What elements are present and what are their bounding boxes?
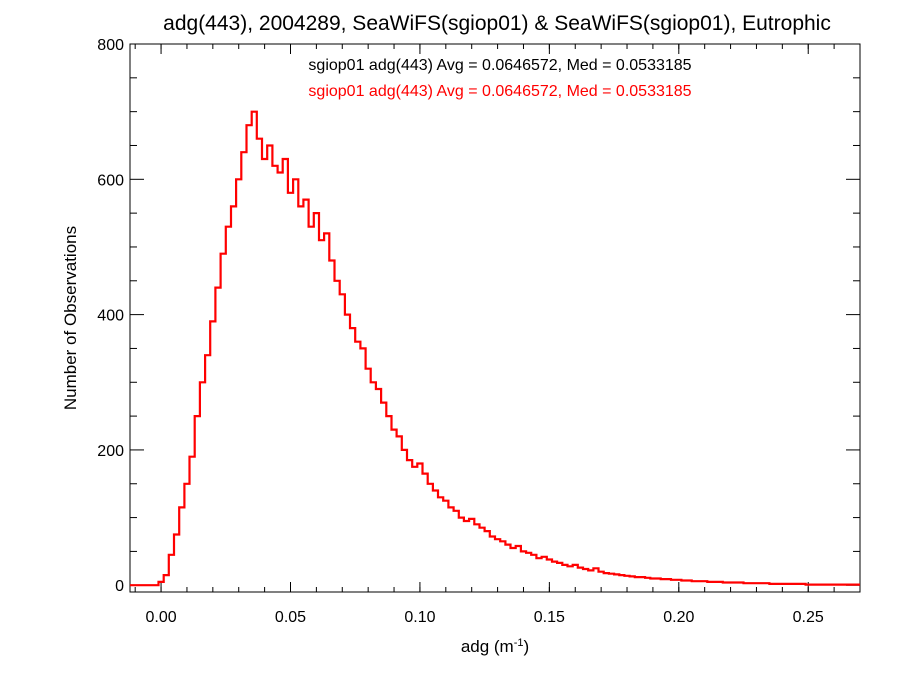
x-axis-label: adg (m-1) <box>461 637 529 656</box>
x-axis-tick-labels: 0.00 0.05 0.10 0.15 0.20 0.25 <box>145 609 823 626</box>
y-tick-label: 200 <box>97 443 124 460</box>
x-tick-label: 0.20 <box>663 609 694 626</box>
plot-frame <box>129 43 861 593</box>
histogram-series-line <box>130 110 860 587</box>
x-axis-ticks <box>134 44 861 592</box>
y-tick-label: 600 <box>97 172 124 189</box>
y-axis-tick-labels: 0 200 400 600 800 <box>97 37 124 595</box>
x-tick-label: 0.00 <box>145 609 176 626</box>
y-tick-label: 0 <box>115 578 124 595</box>
y-axis-label: Number of Observations <box>61 226 80 410</box>
y-axis-ticks <box>130 43 860 586</box>
chart-title: adg(443), 2004289, SeaWiFS(sgiop01) & Se… <box>163 12 831 35</box>
annotation-red: sgiop01 adg(443) Avg = 0.0646572, Med = … <box>308 83 691 100</box>
x-tick-label: 0.05 <box>275 609 306 626</box>
x-tick-label: 0.25 <box>793 609 824 626</box>
x-tick-label: 0.10 <box>404 609 435 626</box>
annotation-black: sgiop01 adg(443) Avg = 0.0646572, Med = … <box>308 57 691 74</box>
y-tick-label: 800 <box>97 37 124 54</box>
y-tick-label: 400 <box>97 308 124 325</box>
x-tick-label: 0.15 <box>534 609 565 626</box>
